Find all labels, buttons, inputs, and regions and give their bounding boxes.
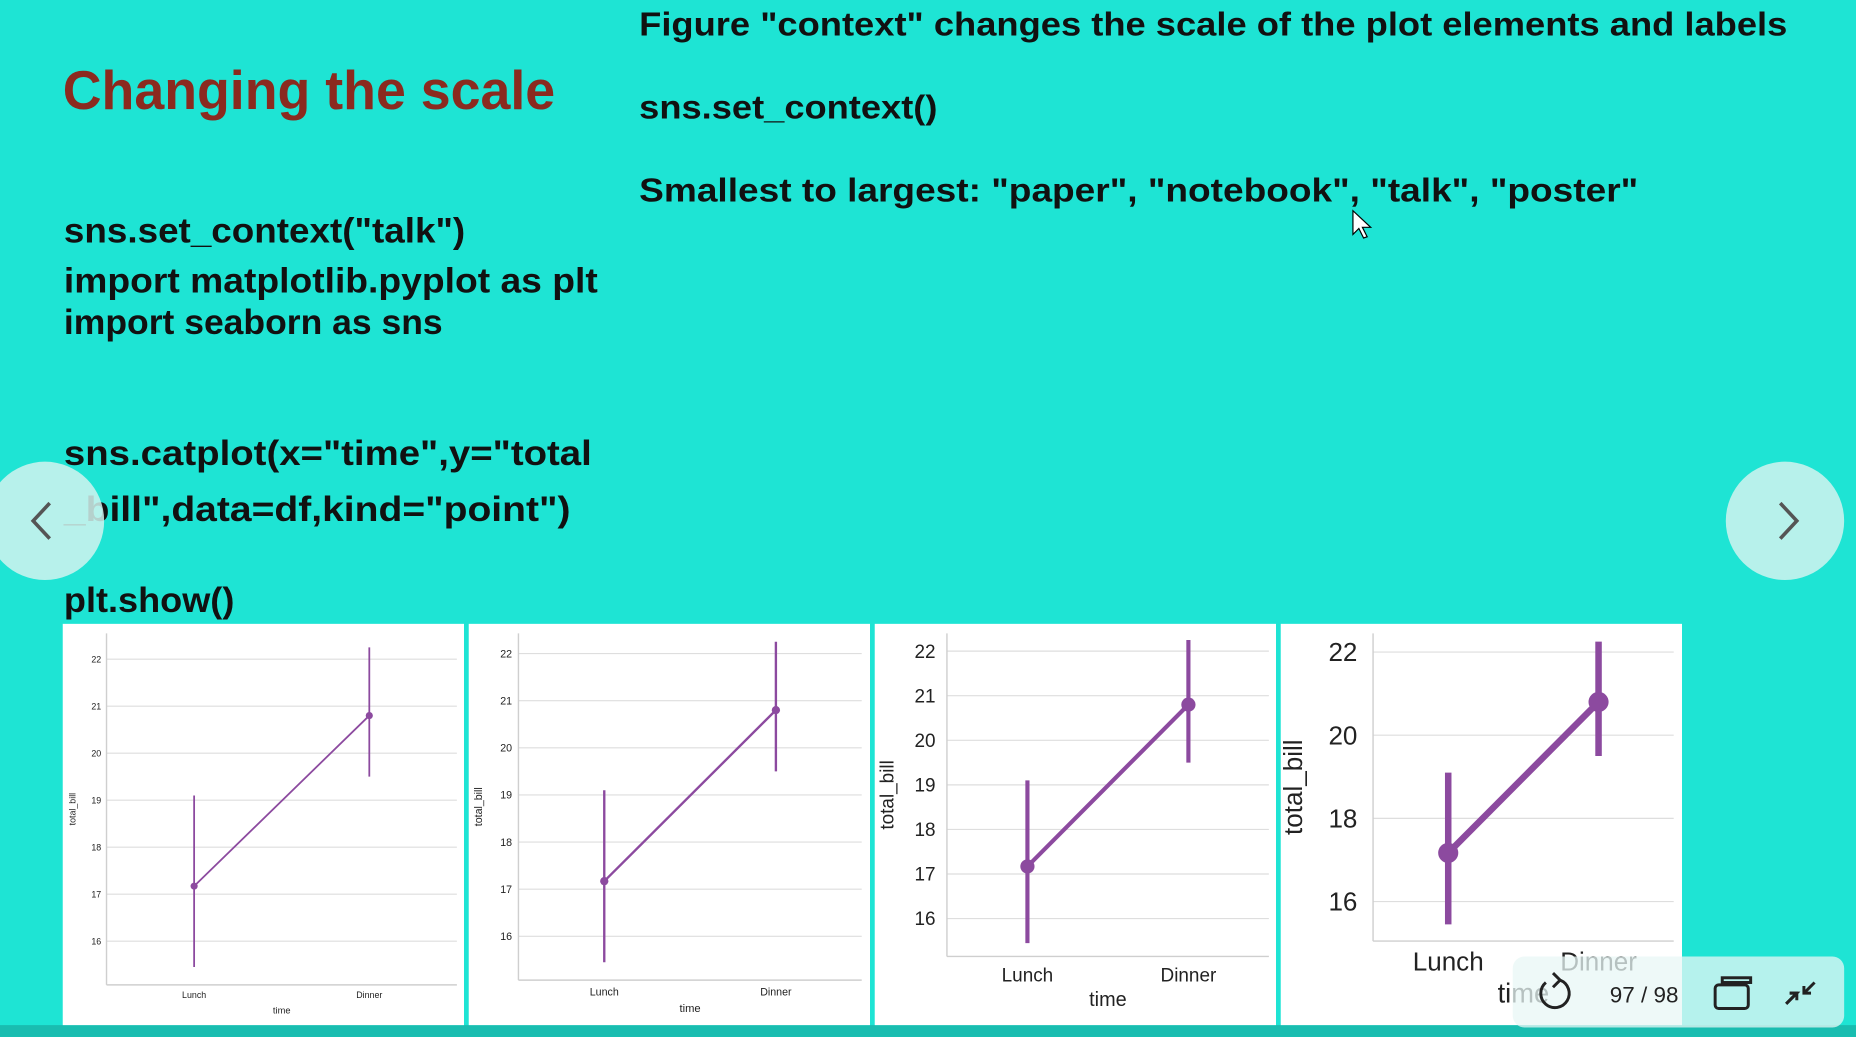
x-axis-label: time (680, 1003, 701, 1015)
y-tick-label: 17 (915, 865, 936, 886)
next-button[interactable] (1725, 461, 1845, 581)
point-line (1025, 703, 1190, 868)
x-tick-label: Dinner (1161, 965, 1217, 986)
y-tick-label: 20 (915, 731, 936, 752)
y-tick-label: 20 (500, 743, 512, 755)
point-line (603, 709, 777, 883)
prev-button[interactable] (0, 461, 105, 581)
point (1588, 691, 1609, 712)
player-controls: 97 / 98 (0, 209, 1845, 1028)
y-axis-label: total_bill (473, 787, 485, 826)
x-tick-label: Dinner (760, 987, 792, 999)
y-tick-label: 17 (91, 889, 101, 899)
replay-button[interactable] (1539, 971, 1571, 1010)
y-tick-label: 21 (91, 701, 101, 711)
x-axis-label: time (1089, 989, 1127, 1011)
y-tick-label: 19 (91, 795, 101, 805)
code-line: plt.show() (64, 580, 234, 620)
point-line (1445, 699, 1601, 856)
point-line (193, 714, 370, 887)
bottom-strip (0, 1025, 1856, 1037)
code-line: sns.set_context("talk") (64, 211, 465, 251)
code-line: import seaborn as sns (64, 302, 443, 342)
y-tick-label: 18 (1328, 803, 1357, 833)
chart-panel (874, 623, 1276, 1026)
y-axis-label: total_bill (1278, 739, 1308, 835)
cursor (1352, 209, 1373, 239)
y-tick-label: 21 (500, 695, 512, 707)
point (1438, 842, 1459, 863)
y-tick-label: 22 (91, 654, 101, 664)
y-tick-label: 21 (915, 686, 936, 707)
point (365, 712, 373, 720)
y-tick-label: 19 (915, 775, 936, 796)
y-tick-label: 18 (915, 820, 936, 841)
note-line: Smallest to largest: "paper", "notebook"… (639, 172, 1638, 209)
code-line: import matplotlib.pyplot as plt (64, 260, 598, 300)
x-axis-label: time (273, 1005, 291, 1015)
x-tick-label: Lunch (182, 990, 206, 1000)
y-axis-label: total_bill (68, 793, 78, 826)
code-line: sns.catplot(x="time",y="total (64, 433, 592, 473)
page-counter: 97 / 98 (1610, 983, 1679, 1008)
y-tick-label: 20 (91, 748, 101, 758)
x-tick-label: Lunch (590, 987, 619, 999)
chart-panel (468, 623, 870, 1026)
y-tick-label: 17 (500, 884, 512, 896)
point (771, 705, 781, 715)
exit-fullscreen-button[interactable] (1785, 981, 1816, 1005)
x-tick-label: Dinner (356, 990, 382, 1000)
point (1181, 697, 1196, 712)
y-axis-label: total_bill (878, 760, 899, 829)
y-tick-label: 16 (1328, 887, 1357, 917)
point (1020, 859, 1035, 874)
x-tick-label: Lunch (1413, 947, 1484, 977)
y-tick-label: 19 (500, 790, 512, 802)
x-tick-label: Lunch (1002, 965, 1054, 986)
y-tick-label: 22 (915, 642, 936, 663)
chart-panel (62, 623, 465, 1026)
slide-title: Changing the scale (63, 60, 555, 121)
y-tick-label: 22 (500, 648, 512, 660)
y-tick-label: 20 (1328, 720, 1357, 750)
code-line: _bill",data=df,kind="point") (63, 489, 571, 529)
point (600, 877, 609, 886)
present-button[interactable] (1713, 976, 1753, 1011)
note-line: sns.set_context() (639, 89, 937, 126)
y-tick-label: 16 (915, 909, 936, 930)
control-bar (1512, 956, 1845, 1028)
y-tick-label: 16 (91, 936, 101, 946)
y-tick-label: 16 (500, 931, 512, 943)
y-tick-label: 22 (1328, 637, 1357, 667)
y-tick-label: 18 (500, 837, 512, 849)
y-tick-label: 18 (91, 842, 101, 852)
note-line: Figure "context" changes the scale of th… (639, 7, 1787, 44)
point (190, 882, 198, 890)
